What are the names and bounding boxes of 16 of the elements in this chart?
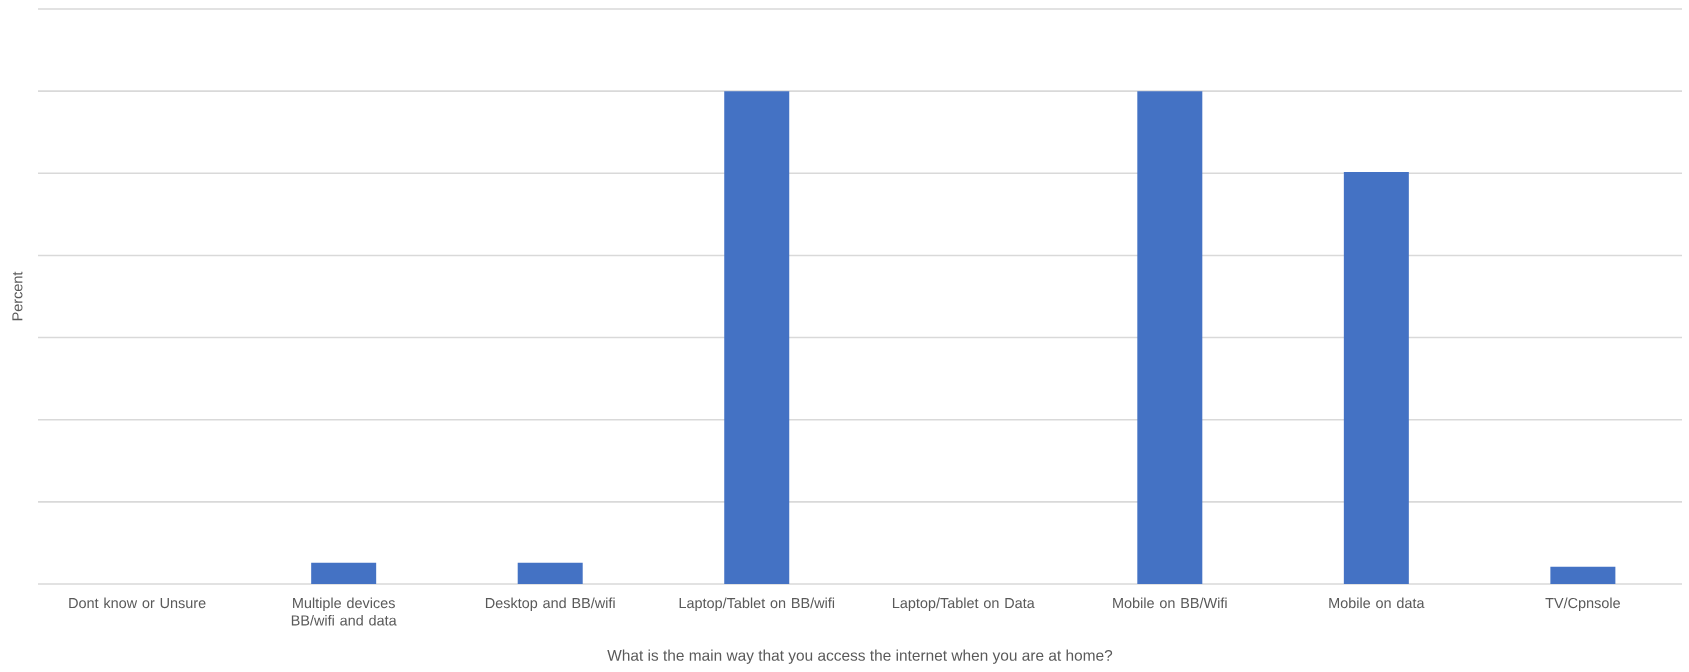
x-tick-label: Mobile on data (1329, 597, 1425, 609)
bar (311, 562, 377, 584)
x-tick-label: TV/Cpnsole (1545, 597, 1620, 611)
bar (517, 562, 583, 584)
x-tick-label: Desktop and BB/wifi (485, 597, 615, 611)
y-axis-title: Percent (12, 271, 23, 321)
bar (1137, 91, 1203, 584)
x-tick-label: Laptop/Tablet on BB/wifi (679, 597, 835, 611)
x-axis-title: What is the main way that you access the internet when you are at home? (607, 649, 1113, 664)
bar (724, 91, 790, 584)
x-tick-label: Dont know or Unsure (69, 597, 206, 609)
x-tick-label: Laptop/Tablet on Data (892, 597, 1035, 611)
x-tick-label: Multiple devices BB/wifi and data (291, 597, 397, 626)
bar (1343, 171, 1409, 584)
x-tick-label: Mobile on BB/Wifi (1113, 597, 1227, 609)
bar (1550, 566, 1616, 584)
